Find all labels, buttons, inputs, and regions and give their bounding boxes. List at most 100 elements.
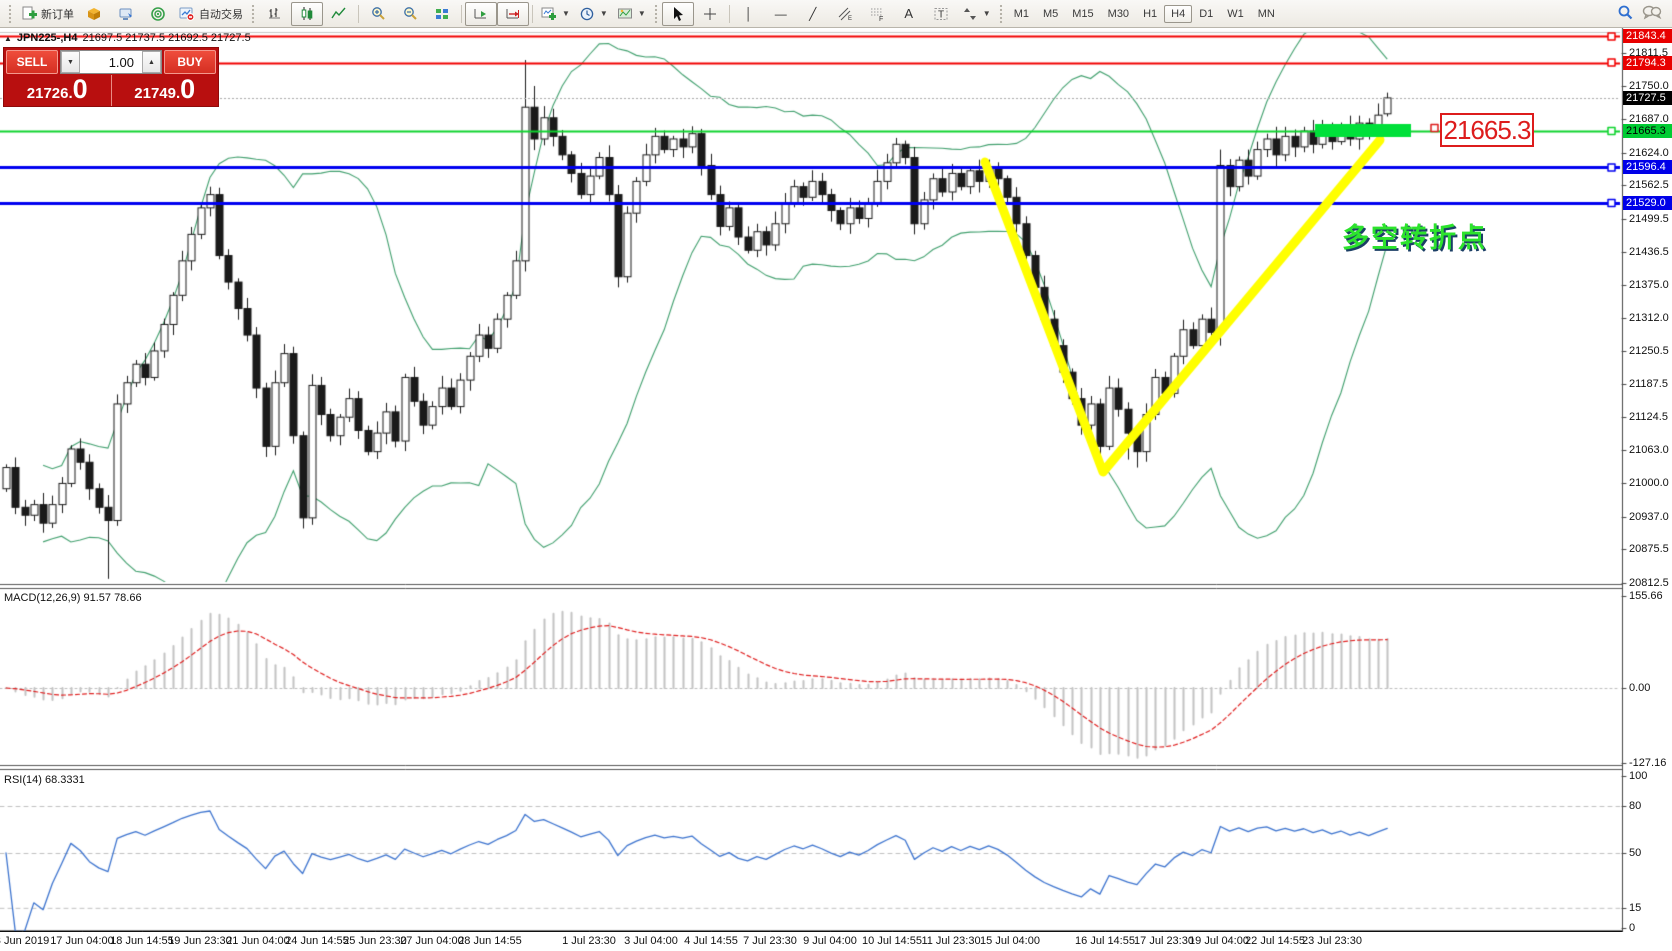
chat-icon [1642,5,1662,20]
auto-trading-icon [178,6,196,22]
zoom-in-button[interactable] [362,2,394,26]
time-tick: 24 Jun 14:55 [285,935,349,947]
clock-icon [578,6,596,22]
search-button[interactable] [1617,4,1634,24]
zoom-out-button[interactable] [394,2,426,26]
arrows-tool-button[interactable]: ▼ [957,2,995,26]
rsi-tick: 100 [1629,770,1648,783]
timeframe-w1-button[interactable]: W1 [1227,7,1244,20]
time-tick: 18 Jun 14:55 [110,935,174,947]
macd-tick: 0.00 [1629,682,1651,694]
turning-point-annotation[interactable]: 多空转折点 [1342,223,1487,253]
signals-button[interactable] [142,2,174,26]
arrows-icon [961,6,979,22]
price-tick: 20875.5 [1629,543,1669,556]
price-annotation-label[interactable]: 21665.3 [1440,113,1534,147]
toolbar-grip [998,4,1003,23]
macd-tick: 155.66 [1629,590,1663,602]
volume-increase-button[interactable]: ▲ [142,51,161,73]
timeframe-m15-button[interactable]: M15 [1072,7,1094,20]
price-level-chip: 21665.3 [1623,123,1672,138]
time-axis[interactable]: 3 Jun 2019 17 Jun 04:00 18 Jun 14:55 19 Jun… [0,932,1672,951]
symbol-ohlc: 21697.5 21737.5 21692.5 21727.5 [82,32,251,44]
price-tick: 21124.5 [1629,411,1668,424]
metaeditor-icon [117,6,135,22]
macd-name: MACD(12,26,9) [4,592,81,604]
time-tick: 16 Jul 14:55 [1075,935,1135,947]
indicators-icon [540,6,558,22]
chat-button[interactable] [1642,4,1662,23]
line-chart-mode-button[interactable] [323,2,355,26]
price-tick: 21624.0 [1629,146,1669,159]
volume-decrease-button[interactable]: ▼ [61,51,80,73]
candlestick-mode-button[interactable] [291,1,323,26]
rsi-name: RSI(14) [4,774,42,786]
toolbar-separator [532,4,533,23]
price-tick: 21750.0 [1629,79,1669,92]
trendline-icon: ╱ [809,6,817,21]
timeframe-mn-button[interactable]: MN [1257,7,1275,20]
timeframe-d1-button[interactable]: D1 [1199,7,1214,20]
buy-button[interactable]: BUY [164,50,216,74]
time-tick: 17 Jun 04:00 [50,935,114,947]
sell-button[interactable]: SELL [6,50,58,74]
new-order-label: 新订单 [41,8,74,21]
indicators-button[interactable]: ▼ [536,2,574,26]
metaeditor-button[interactable] [110,2,142,26]
equidistant-channel-tool-button[interactable]: E [829,2,861,26]
timeframe-h4-button[interactable]: H4 [1164,4,1193,23]
time-tick: 17 Jul 23:30 [1134,935,1194,947]
sell-price[interactable]: 21726. 0 [4,75,111,106]
time-tick: 11 Jul 23:30 [921,935,981,947]
horizontal-line-icon: — [774,6,787,21]
new-order-icon [20,6,38,22]
svg-text:T: T [938,9,944,20]
time-tick: 4 Jul 14:55 [684,935,738,947]
auto-trading-button[interactable]: 自动交易 [174,2,247,26]
rsi-tick: 80 [1629,799,1642,812]
time-tick: 15 Jul 04:00 [980,935,1040,947]
market-box-icon [85,6,103,22]
tile-windows-button[interactable] [426,2,458,26]
volume-input[interactable]: 1.00 [108,54,134,70]
time-tick: 19 Jun 23:30 [168,935,232,947]
chart-surface[interactable] [0,28,1672,951]
price-level-chip: 21529.0 [1623,196,1672,211]
price-tick: 21187.5 [1629,378,1668,391]
template-icon [616,6,634,22]
vertical-line-tool-button[interactable]: │ [733,2,765,26]
auto-scroll-button[interactable] [465,1,497,26]
timeframe-h1-button[interactable]: H1 [1143,7,1158,20]
text-tool-button[interactable]: A [893,2,925,26]
fibonacci-tool-button[interactable]: F [861,2,893,26]
market-button[interactable] [78,2,110,26]
crosshair-tool-button[interactable] [694,2,726,26]
templates-button[interactable]: ▼ [612,2,650,26]
buy-price[interactable]: 21749. 0 [112,75,219,106]
timeframe-m5-button[interactable]: M5 [1042,7,1059,20]
bar-chart-mode-button[interactable] [259,2,291,26]
chart-shift-button[interactable] [497,1,529,26]
one-click-trade-panel: SELL ▼ 1.00 ▲ BUY 21726. 0 21749. 0 [3,47,219,107]
collapse-panel-icon[interactable]: ▲ [4,33,12,43]
toolbar-grip [8,4,12,23]
dropdown-caret-icon: ▼ [982,9,991,18]
toolbar: 新订单 自动交易 [0,0,1672,28]
text-label-tool-button[interactable]: T [925,2,957,26]
trendline-tool-button[interactable]: ╱ [797,2,829,26]
price-tick: 21063.0 [1629,444,1669,457]
timeframe-m1-button[interactable]: M1 [1013,7,1029,20]
time-tick: 19 Jul 04:00 [1189,935,1249,947]
horizontal-line-tool-button[interactable]: — [765,2,797,26]
price-level-chip: 21843.4 [1623,29,1672,44]
text-label-icon: T [932,6,950,22]
price-axis[interactable]: 21811.5 21750.0 21687.0 21624.0 21562.5 21499… [1622,28,1672,934]
new-order-button[interactable]: 新订单 [16,2,78,26]
time-tick: 21 Jun 04:00 [226,935,290,947]
cursor-tool-button[interactable] [661,1,694,26]
symbol-title: ▲ JPN225-,H4 21697.5 21737.5 21692.5 217… [4,32,251,44]
time-tick: 27 Jun 04:00 [400,935,464,947]
timeframe-m30-button[interactable]: M30 [1107,7,1130,20]
periods-button[interactable]: ▼ [574,2,612,26]
